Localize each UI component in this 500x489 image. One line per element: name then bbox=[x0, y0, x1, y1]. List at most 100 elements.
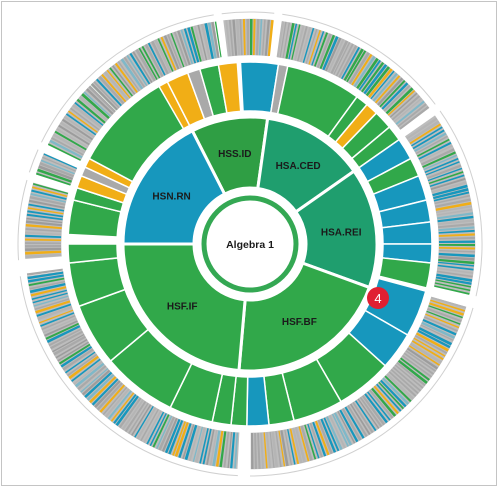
standard-slice[interactable] bbox=[252, 19, 256, 56]
standard-slice[interactable] bbox=[36, 172, 71, 186]
standard-slice[interactable] bbox=[414, 132, 447, 152]
standard-slice[interactable] bbox=[299, 26, 312, 63]
standard-slice[interactable] bbox=[30, 193, 66, 203]
standard-slice[interactable] bbox=[390, 368, 419, 395]
standard-slice[interactable] bbox=[102, 386, 128, 416]
standard-slice[interactable] bbox=[32, 183, 69, 195]
standard-slice[interactable] bbox=[417, 138, 450, 157]
standard-slice[interactable] bbox=[211, 21, 220, 58]
standard-slice[interactable] bbox=[178, 423, 192, 458]
standard-slice[interactable] bbox=[341, 408, 362, 441]
standard-slice[interactable] bbox=[436, 273, 473, 282]
standard-slice[interactable] bbox=[438, 240, 475, 244]
item-group-background[interactable] bbox=[45, 83, 119, 163]
standard-slice[interactable] bbox=[368, 68, 393, 98]
standard-slice[interactable] bbox=[134, 406, 154, 438]
standard-slice[interactable] bbox=[93, 81, 120, 109]
standard-slice[interactable] bbox=[391, 95, 421, 121]
standard-slice[interactable] bbox=[381, 82, 409, 110]
standard-slice[interactable] bbox=[383, 84, 411, 112]
standard-slice[interactable] bbox=[359, 396, 383, 428]
standard-slice[interactable] bbox=[157, 38, 174, 72]
standard-slice[interactable] bbox=[105, 388, 130, 418]
standard-slice[interactable] bbox=[287, 429, 296, 465]
standard-slice[interactable] bbox=[422, 319, 457, 336]
standard-slice[interactable] bbox=[437, 219, 474, 226]
standard-slice[interactable] bbox=[438, 246, 475, 250]
standard-slice[interactable] bbox=[423, 154, 458, 171]
standard-slice[interactable] bbox=[314, 32, 329, 67]
standard-slice[interactable] bbox=[25, 244, 62, 248]
standard-slice[interactable] bbox=[138, 47, 158, 80]
standard-slice[interactable] bbox=[26, 217, 63, 224]
standard-slice[interactable] bbox=[225, 20, 231, 57]
standard-slice[interactable] bbox=[265, 432, 272, 469]
standard-slice[interactable] bbox=[170, 33, 185, 68]
standard-slice[interactable] bbox=[365, 66, 391, 97]
standard-slice[interactable] bbox=[184, 424, 198, 461]
standard-slice[interactable] bbox=[417, 329, 451, 349]
standard-slice[interactable] bbox=[271, 431, 279, 468]
standard-slice[interactable] bbox=[230, 432, 236, 469]
standard-slice[interactable] bbox=[242, 19, 246, 56]
standard-slice[interactable] bbox=[114, 62, 138, 93]
standard-slice[interactable] bbox=[280, 430, 289, 467]
standard-slice[interactable] bbox=[25, 242, 62, 244]
standard-slice[interactable] bbox=[183, 28, 197, 64]
standard-slice[interactable] bbox=[397, 103, 427, 128]
standard-slice[interactable] bbox=[81, 93, 110, 120]
standard-slice[interactable] bbox=[325, 416, 343, 451]
standard-slice[interactable] bbox=[143, 410, 162, 443]
standard-slice[interactable] bbox=[386, 373, 415, 400]
standard-slice[interactable] bbox=[29, 283, 66, 294]
standard-slice[interactable] bbox=[371, 387, 397, 417]
standard-slice[interactable] bbox=[120, 58, 144, 90]
standard-slice[interactable] bbox=[70, 107, 100, 131]
standard-slice[interactable] bbox=[84, 371, 113, 399]
standard-slice[interactable] bbox=[28, 277, 65, 287]
standard-slice[interactable] bbox=[415, 332, 449, 352]
standard-slice[interactable] bbox=[397, 359, 428, 384]
standard-slice[interactable] bbox=[88, 85, 116, 113]
standard-slice[interactable] bbox=[103, 71, 129, 101]
standard-slice[interactable] bbox=[61, 118, 94, 141]
standard-slice[interactable] bbox=[312, 421, 327, 457]
standard-slice[interactable] bbox=[353, 55, 376, 88]
standard-slice[interactable] bbox=[369, 389, 394, 419]
standard-slice[interactable] bbox=[426, 310, 461, 325]
standard-slice[interactable] bbox=[90, 83, 118, 111]
standard-slice[interactable] bbox=[330, 40, 349, 74]
standard-slice[interactable] bbox=[158, 416, 175, 451]
standard-slice[interactable] bbox=[95, 78, 122, 107]
standard-slice[interactable] bbox=[435, 276, 472, 285]
standard-slice[interactable] bbox=[146, 411, 165, 445]
standard-slice[interactable] bbox=[207, 22, 217, 59]
standard-slice[interactable] bbox=[28, 199, 65, 209]
standard-slice[interactable] bbox=[294, 25, 305, 61]
standard-slice[interactable] bbox=[53, 335, 86, 356]
standard-slice[interactable] bbox=[43, 153, 78, 169]
standard-slice[interactable] bbox=[380, 379, 407, 408]
standard-slice[interactable] bbox=[428, 171, 464, 185]
standard-slice[interactable] bbox=[382, 377, 410, 405]
standard-slice[interactable] bbox=[31, 289, 67, 300]
standard-slice[interactable] bbox=[45, 322, 79, 340]
standard-slice[interactable] bbox=[284, 429, 293, 466]
standard-slice[interactable] bbox=[192, 426, 203, 462]
standard-slice[interactable] bbox=[73, 361, 103, 385]
standard-slice[interactable] bbox=[188, 425, 201, 462]
standard-slice[interactable] bbox=[161, 417, 178, 452]
standard-slice[interactable] bbox=[305, 28, 318, 64]
standard-slice[interactable] bbox=[291, 24, 301, 60]
standard-slice[interactable] bbox=[37, 168, 72, 183]
standard-slice[interactable] bbox=[285, 22, 295, 59]
standard-slice[interactable] bbox=[436, 208, 473, 216]
standard-slice[interactable] bbox=[48, 328, 82, 347]
standard-slice[interactable] bbox=[115, 395, 139, 427]
standard-slice[interactable] bbox=[424, 157, 459, 173]
standard-slice[interactable] bbox=[261, 19, 266, 56]
standard-slice[interactable] bbox=[25, 247, 62, 252]
standard-slice[interactable] bbox=[82, 369, 111, 396]
standard-slice[interactable] bbox=[74, 362, 105, 388]
standard-slice[interactable] bbox=[438, 229, 475, 234]
